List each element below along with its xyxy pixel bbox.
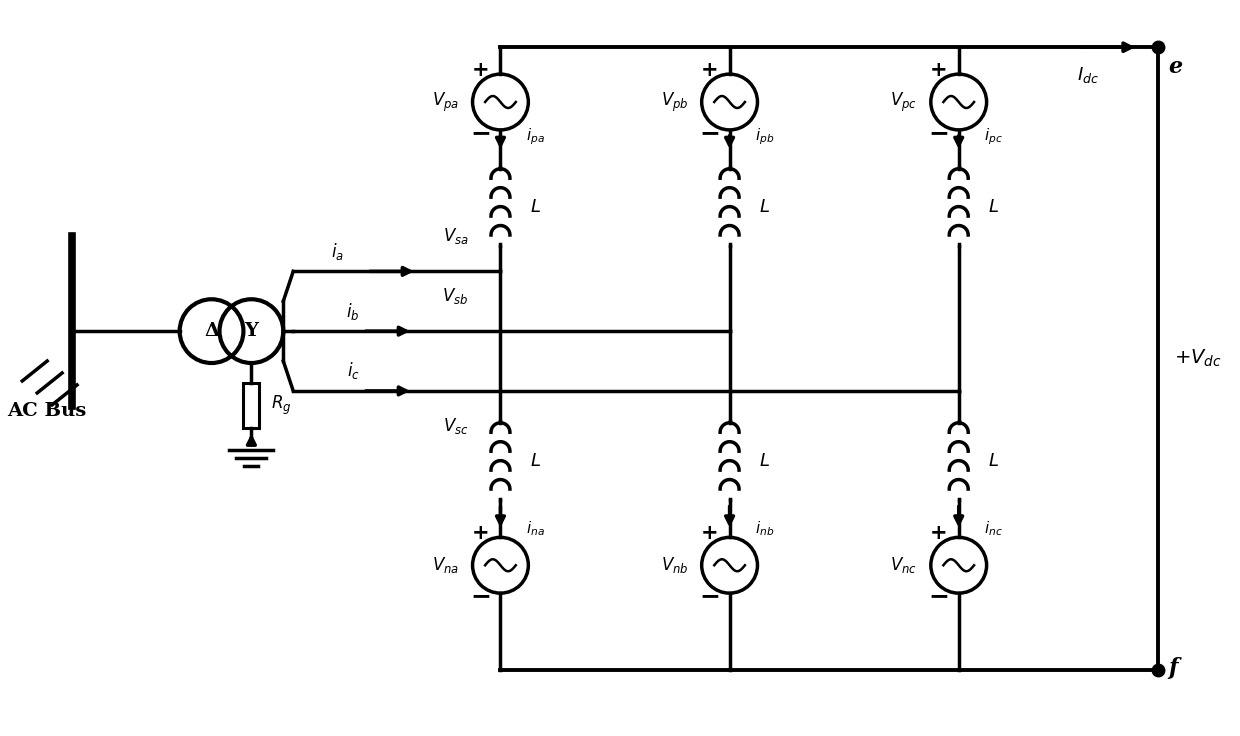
Text: −: −: [699, 121, 720, 145]
Text: Δ: Δ: [205, 322, 219, 340]
Text: +: +: [930, 523, 947, 543]
Text: −: −: [699, 584, 720, 608]
Text: −: −: [929, 584, 950, 608]
Text: $I_{dc}$: $I_{dc}$: [1078, 65, 1100, 85]
Text: −: −: [470, 121, 491, 145]
Text: $R_g$: $R_g$: [272, 394, 291, 417]
Text: $i_{nc}$: $i_{nc}$: [985, 519, 1003, 538]
Text: $V_{pc}$: $V_{pc}$: [890, 91, 918, 113]
Text: $V_{sb}$: $V_{sb}$: [443, 286, 469, 306]
Text: $V_{sa}$: $V_{sa}$: [443, 227, 469, 247]
Text: $V_{pb}$: $V_{pb}$: [661, 91, 688, 113]
Text: $i_c$: $i_c$: [347, 361, 360, 381]
Text: $+V_{dc}$: $+V_{dc}$: [1174, 348, 1221, 369]
Text: +: +: [471, 60, 490, 80]
Text: f: f: [1168, 657, 1178, 679]
Bar: [243, 383, 259, 428]
Text: $i_{nb}$: $i_{nb}$: [755, 519, 774, 538]
Text: −: −: [929, 121, 950, 145]
Text: $V_{nc}$: $V_{nc}$: [890, 555, 918, 576]
Text: $L$: $L$: [988, 197, 999, 216]
Text: −: −: [470, 584, 491, 608]
Text: $i_b$: $i_b$: [346, 301, 360, 322]
Text: $i_{pb}$: $i_{pb}$: [755, 127, 774, 147]
Text: +: +: [701, 523, 718, 543]
Text: $i_a$: $i_a$: [331, 241, 343, 262]
Text: AC Bus: AC Bus: [7, 402, 87, 420]
Text: $V_{nb}$: $V_{nb}$: [661, 555, 688, 576]
Text: $V_{sc}$: $V_{sc}$: [443, 416, 469, 436]
Text: $L$: $L$: [759, 197, 770, 216]
Text: $L$: $L$: [529, 452, 541, 470]
Text: $i_{pc}$: $i_{pc}$: [985, 127, 1003, 147]
Text: $i_{pa}$: $i_{pa}$: [526, 127, 544, 147]
Text: $V_{na}$: $V_{na}$: [432, 555, 459, 576]
Text: $L$: $L$: [529, 197, 541, 216]
Text: +: +: [930, 60, 947, 80]
Text: $L$: $L$: [988, 452, 999, 470]
Text: $i_{na}$: $i_{na}$: [526, 519, 544, 538]
Text: Y: Y: [244, 322, 258, 340]
Text: e: e: [1168, 56, 1182, 78]
Text: +: +: [701, 60, 718, 80]
Text: $L$: $L$: [759, 452, 770, 470]
Text: +: +: [471, 523, 490, 543]
Text: $V_{pa}$: $V_{pa}$: [432, 91, 459, 113]
